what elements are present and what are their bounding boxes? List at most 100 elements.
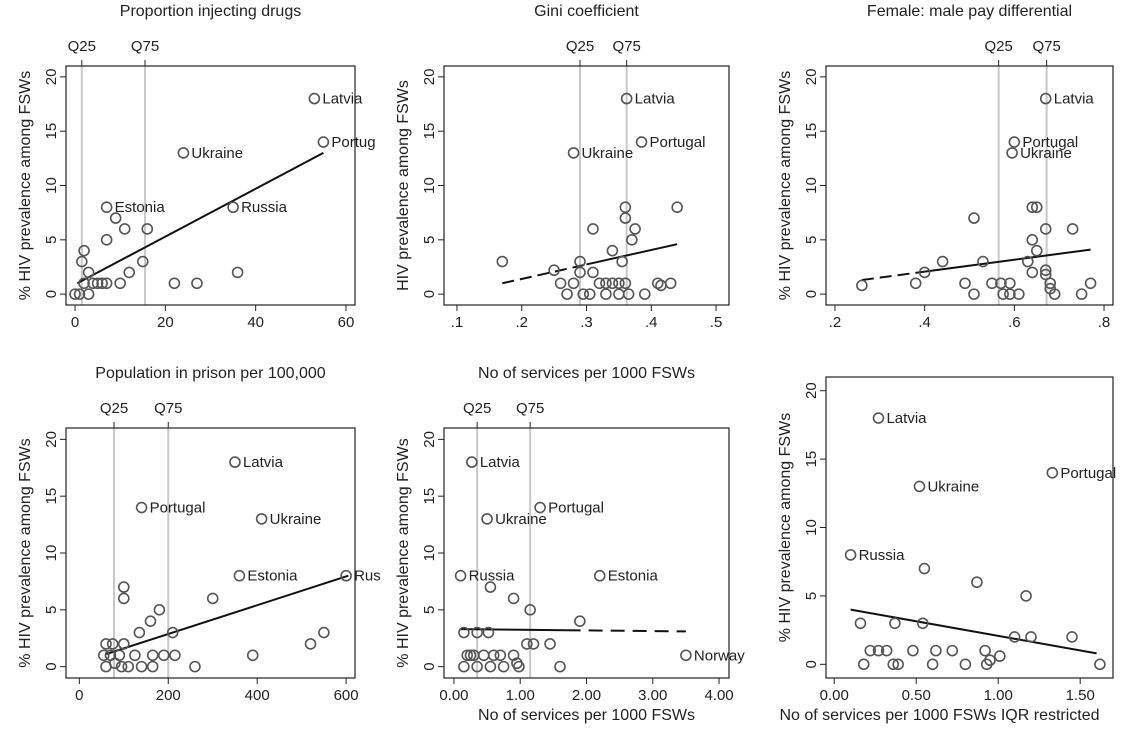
data-point (109, 657, 121, 670)
data-point (909, 277, 922, 290)
point-label: Latvia (322, 91, 363, 108)
y-tick-label: 5 (43, 236, 60, 244)
y-tick-label: 20 (43, 431, 60, 448)
data-point (471, 660, 483, 673)
data-point (233, 569, 246, 582)
point-label: Ukraine (191, 145, 243, 162)
data-point (671, 201, 683, 214)
data-point (144, 615, 157, 627)
data-point (153, 604, 166, 616)
y-tick-label: 20 (803, 69, 820, 86)
data-point (1044, 277, 1057, 290)
data-point (680, 649, 692, 662)
y-tick-label: 20 (803, 382, 820, 399)
data-point (977, 255, 989, 268)
point-label: Estonia (608, 568, 659, 585)
data-point (1094, 658, 1106, 671)
fit-line-dashed (861, 270, 925, 282)
data-point (1039, 92, 1052, 105)
data-point (96, 277, 108, 290)
data-point (622, 288, 635, 300)
data-point (158, 649, 170, 662)
data-point (606, 277, 619, 290)
data-point (1013, 288, 1025, 300)
data-point (1046, 466, 1059, 479)
data-point (600, 277, 612, 290)
data-point (892, 658, 904, 671)
data-point (115, 660, 128, 673)
point-label: Russia (469, 568, 516, 585)
data-point (619, 212, 632, 224)
data-point (177, 147, 190, 159)
data-point (567, 277, 580, 290)
fit-line (460, 628, 567, 632)
quartile-label: Q75 (131, 38, 159, 55)
x-tick-label: 60 (338, 314, 355, 331)
data-point (136, 255, 149, 268)
data-point (118, 638, 130, 650)
data-point (889, 617, 901, 630)
data-point (227, 201, 239, 214)
data-point (664, 277, 677, 290)
data-point (968, 288, 980, 300)
data-point (129, 649, 141, 662)
data-point (616, 255, 628, 268)
data-point (854, 617, 867, 630)
point-label: Portugal (1022, 134, 1078, 151)
data-point (118, 592, 130, 605)
fit-line (105, 574, 349, 656)
y-axis-label: % HIV prevalence among FSWs (777, 71, 794, 300)
point-label: Ukraine (1020, 145, 1072, 162)
y-tick-label: 0 (43, 662, 60, 670)
x-tick-label: .2 (515, 314, 528, 331)
quartile-label: Q75 (1032, 38, 1060, 55)
point-label: Portugal (650, 134, 706, 151)
data-point (464, 649, 477, 662)
data-point (87, 277, 99, 290)
point-label: Ukraine (270, 511, 322, 528)
chart-title: Population in prison per 100,000 (95, 365, 325, 382)
data-point (971, 576, 983, 589)
x-tick-label: .4 (645, 314, 658, 331)
data-point (458, 626, 470, 639)
data-point (1004, 277, 1016, 290)
data-point (574, 266, 586, 279)
x-tick-label: .8 (1098, 314, 1111, 331)
panel-services-iqr: 0.00 0.50 1.00 1.50 0 5 10 15 20 % HIV prevalence… (777, 376, 1116, 724)
data-point (916, 617, 929, 630)
data-point (567, 147, 580, 159)
data-point (168, 277, 181, 290)
data-point (1004, 288, 1016, 300)
y-axis-label: % HIV prevalence among FSWs (395, 438, 412, 667)
data-point (1008, 136, 1021, 148)
fit-line (76, 152, 324, 285)
quartile-label: Q75 (516, 400, 544, 417)
y-tick-label: 0 (803, 660, 820, 668)
data-point (959, 658, 972, 671)
point-label: Latvia (635, 91, 676, 108)
y-tick-label: 0 (421, 290, 438, 298)
data-point (100, 638, 112, 650)
data-point (946, 644, 959, 657)
data-point (340, 569, 352, 582)
data-point (73, 288, 86, 300)
y-tick-label: 5 (803, 236, 820, 244)
point-label: Rus (354, 568, 381, 585)
y-tick-label: 0 (43, 290, 60, 298)
data-point (471, 626, 483, 639)
y-tick-label: 20 (421, 69, 438, 86)
y-axis-label: % HIV prevalence among FSWs (17, 71, 34, 300)
data-point (574, 255, 586, 268)
y-tick-label: 0 (803, 290, 820, 298)
data-point (135, 660, 148, 673)
quartile-label: Q75 (154, 400, 182, 417)
data-point (635, 136, 648, 148)
data-point (521, 638, 533, 650)
data-point (918, 562, 931, 575)
data-point (255, 513, 268, 525)
data-point (959, 277, 971, 290)
panel-prison-population: Population in prison per 100,000 Q25 Q75 0 2… (17, 365, 381, 704)
x-tick-label: 1.00 (984, 687, 1013, 704)
data-point (544, 638, 556, 650)
y-axis-label: % HIV prevalence among FSWs (777, 413, 794, 642)
